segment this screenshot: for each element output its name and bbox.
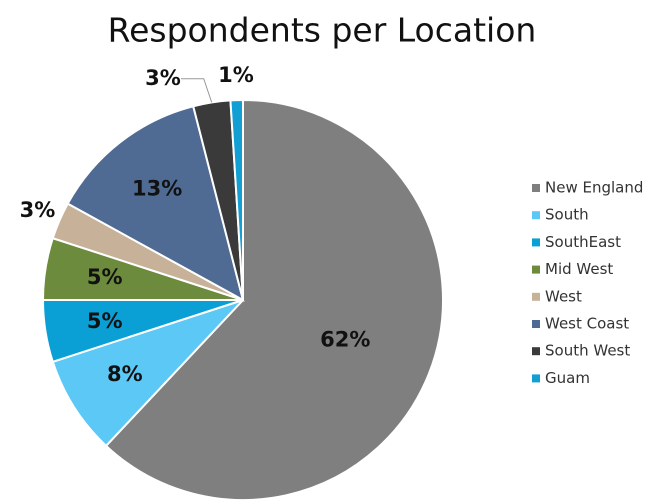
legend-swatch [532, 292, 540, 301]
legend-label: New England [545, 179, 643, 197]
chart-title: Respondents per Location [108, 11, 537, 50]
data-label: 1% [218, 63, 254, 87]
pie-slice [66, 105, 245, 302]
pie-slice [104, 98, 444, 500]
pie-slice [51, 299, 244, 448]
data-label: 3% [145, 66, 181, 90]
legend-label: Guam [545, 369, 590, 387]
legend-label: West [545, 287, 582, 305]
data-label: 5% [87, 265, 123, 289]
data-label: 3% [20, 198, 56, 222]
legend-swatch [532, 265, 540, 274]
legend-swatch [532, 211, 540, 220]
legend-label: Mid West [545, 260, 613, 278]
data-label: 8% [107, 362, 143, 386]
legend-label: West Coast [545, 315, 629, 333]
legend-label: South [545, 206, 589, 224]
pie-slice [229, 98, 244, 301]
legend-swatch [532, 347, 540, 356]
legend-label: South West [545, 342, 630, 360]
leader-line [180, 78, 213, 103]
legend-swatch [532, 320, 540, 328]
data-label: 62% [320, 327, 370, 351]
legend-label: SouthEast [545, 233, 621, 251]
data-label: 5% [87, 309, 123, 333]
legend-swatch [532, 238, 540, 247]
data-label: 13% [132, 176, 182, 200]
legend-swatch [532, 374, 540, 383]
legend-swatch [532, 184, 540, 192]
